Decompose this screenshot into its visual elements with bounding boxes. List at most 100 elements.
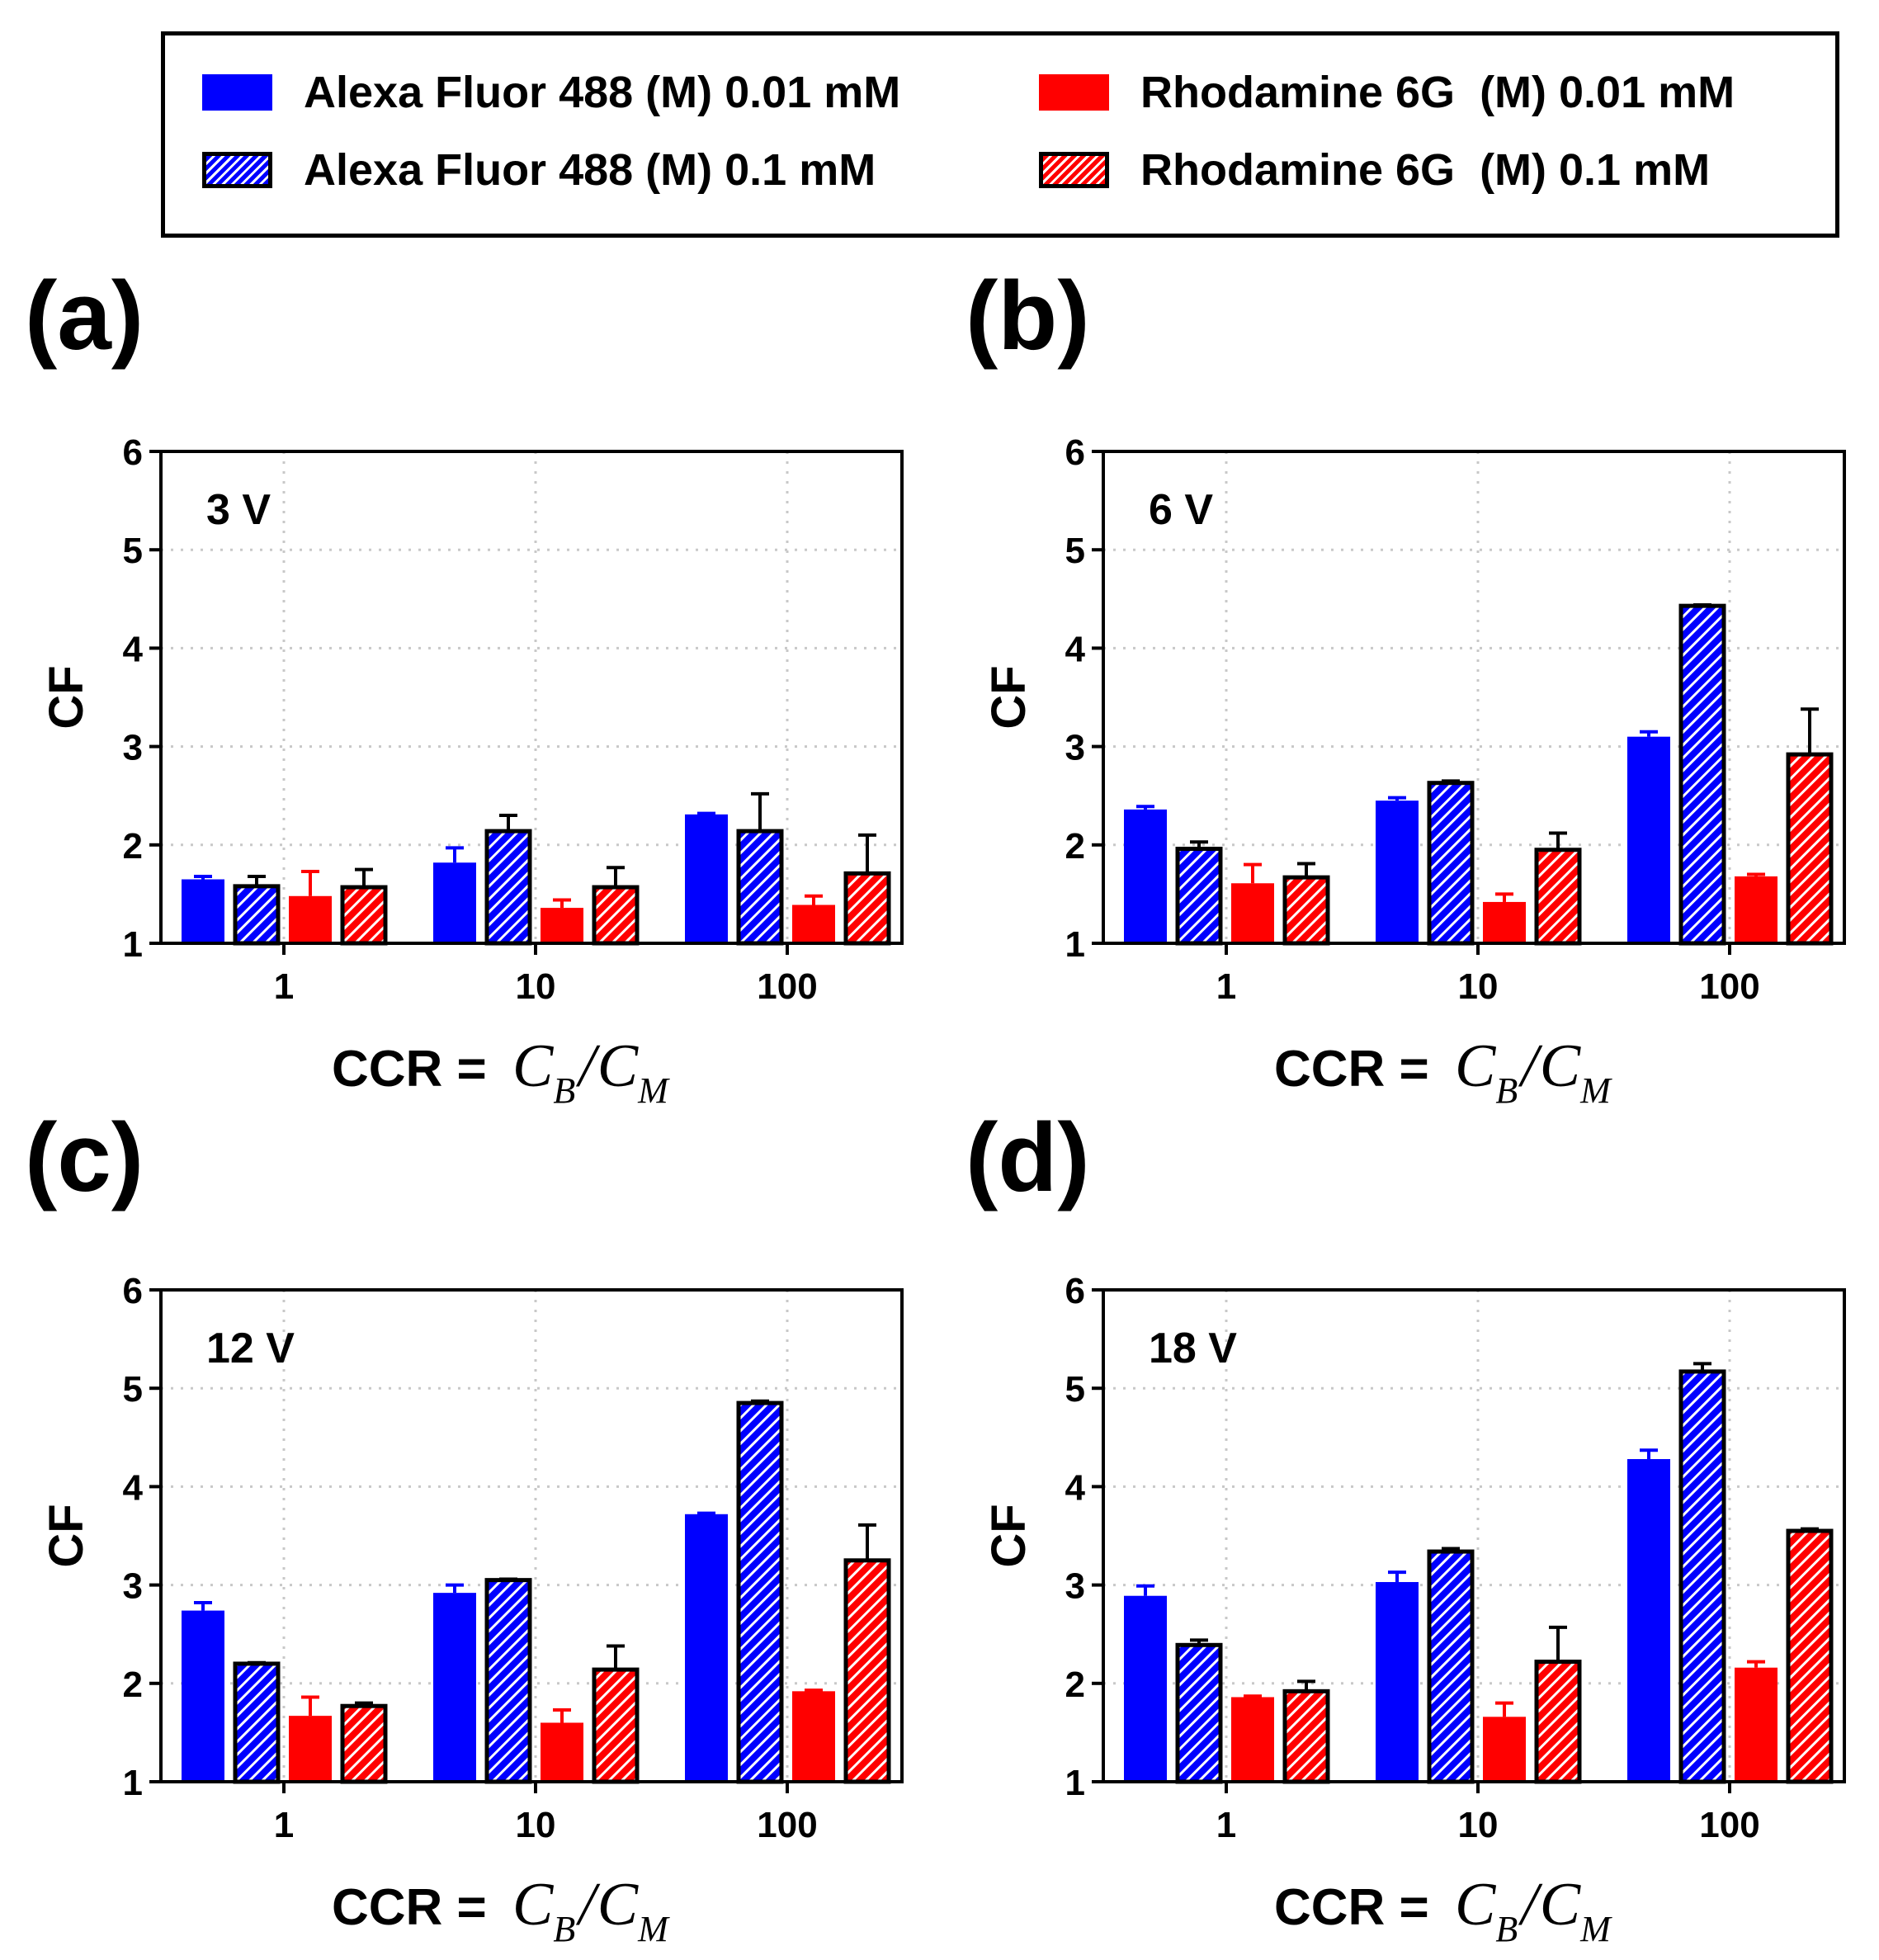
bar-alexa-001 xyxy=(182,879,224,943)
y-tick-label: 1 xyxy=(1065,1763,1085,1803)
x-label-numerator-subscript: B xyxy=(553,1909,575,1949)
bar-rhodamine-001 xyxy=(289,895,332,943)
chart-panel-b: 1 2 3 4 5 6 1 10 100 CF 6 V CCR = CB/CM xyxy=(982,432,1846,1111)
legend-label: Rhodamine 6G (M) 0.1 mM xyxy=(1140,145,1711,195)
y-tick-label: 5 xyxy=(1065,1369,1085,1410)
panel-letter-a: (a) xyxy=(25,262,144,371)
x-label-prefix: CCR = xyxy=(332,1879,501,1936)
x-label-numerator: C xyxy=(512,1032,555,1100)
y-tick-label: 4 xyxy=(1065,1467,1086,1508)
bar-alexa-01 xyxy=(1427,781,1475,946)
x-label-denominator-subscript: M xyxy=(1579,1070,1612,1111)
x-label-numerator: C xyxy=(1455,1871,1497,1939)
bar-rhodamine-001 xyxy=(1231,883,1274,943)
bar-alexa-001 xyxy=(433,862,476,943)
x-label-denominator: C xyxy=(597,1032,640,1100)
x-label-denominator-subscript: M xyxy=(637,1070,670,1111)
x-tick-label: 1 xyxy=(274,966,294,1007)
legend-item-rhodamine-001: Rhodamine 6G (M) 0.01 mM xyxy=(1039,67,1735,118)
bar-alexa-001 xyxy=(685,1514,728,1782)
bar-rhodamine-001 xyxy=(541,908,583,943)
y-axis-label: CF xyxy=(982,665,1036,729)
y-tick-label: 5 xyxy=(1065,531,1085,571)
x-tick-label: 100 xyxy=(1699,1805,1759,1845)
legend-swatch-red-hatched xyxy=(1039,152,1109,188)
bar-alexa-001 xyxy=(1124,809,1167,943)
y-axis-label: CF xyxy=(40,1504,93,1567)
x-label-numerator-subscript: B xyxy=(1495,1909,1518,1949)
y-tick-label: 6 xyxy=(123,1271,143,1311)
y-axis-label: CF xyxy=(982,1504,1036,1567)
bar-alexa-01 xyxy=(484,1578,532,1784)
x-tick-label: 1 xyxy=(274,1805,294,1845)
voltage-annotation: 12 V xyxy=(206,1325,295,1372)
y-tick-label: 1 xyxy=(1065,924,1085,965)
x-label-denominator: C xyxy=(597,1871,640,1939)
bar-rhodamine-001 xyxy=(1483,1717,1526,1782)
x-label-numerator: C xyxy=(1455,1032,1497,1100)
bar-rhodamine-01 xyxy=(843,871,891,946)
bar-rhodamine-001 xyxy=(1735,1667,1777,1782)
legend-swatch-blue-solid xyxy=(202,74,272,111)
x-axis-label: CCR = CB/CM xyxy=(1274,1032,1612,1111)
bar-alexa-01 xyxy=(484,829,532,946)
bar-rhodamine-001 xyxy=(1483,901,1526,943)
bar-rhodamine-01 xyxy=(1534,848,1582,946)
bar-rhodamine-01 xyxy=(340,1703,388,1784)
y-tick-label: 2 xyxy=(123,826,143,867)
y-tick-label: 3 xyxy=(123,1566,143,1607)
x-tick-label: 10 xyxy=(516,966,556,1007)
x-label-prefix: CCR = xyxy=(1274,1879,1443,1936)
y-tick-label: 6 xyxy=(123,432,143,473)
y-tick-label: 1 xyxy=(123,924,143,965)
x-label-prefix: CCR = xyxy=(332,1041,501,1098)
y-tick-label: 2 xyxy=(1065,1665,1085,1705)
chart-panel-a: 1 2 3 4 5 6 1 10 100 CF 3 V CCR = CB/CM xyxy=(40,432,904,1111)
legend-label: Alexa Fluor 488 (M) 0.1 mM xyxy=(304,145,876,195)
bar-rhodamine-01 xyxy=(592,1667,640,1784)
x-tick-label: 1 xyxy=(1216,966,1236,1007)
bar-rhodamine-01 xyxy=(592,885,640,946)
plot-frame xyxy=(1102,450,1846,945)
bar-alexa-001 xyxy=(433,1593,476,1782)
x-label-numerator-subscript: B xyxy=(1495,1070,1518,1111)
panel-letter-c: (c) xyxy=(25,1103,144,1212)
bar-rhodamine-001 xyxy=(792,1691,835,1782)
x-axis-label: CCR = CB/CM xyxy=(332,1871,670,1949)
x-label-denominator-subscript: M xyxy=(637,1909,670,1949)
y-tick-label: 6 xyxy=(1065,432,1085,473)
bar-rhodamine-01 xyxy=(1282,875,1330,946)
y-tick-label: 6 xyxy=(1065,1271,1085,1311)
bar-alexa-001 xyxy=(1376,1582,1419,1782)
bar-rhodamine-01 xyxy=(340,885,388,946)
voltage-annotation: 6 V xyxy=(1149,486,1213,534)
bar-alexa-01 xyxy=(1175,847,1223,946)
panel-letter-d: (d) xyxy=(965,1103,1090,1212)
bar-rhodamine-001 xyxy=(792,904,835,943)
legend-label: Rhodamine 6G (M) 0.01 mM xyxy=(1140,68,1735,117)
bar-rhodamine-001 xyxy=(1231,1697,1274,1782)
bar-alexa-001 xyxy=(1627,1459,1670,1782)
voltage-annotation: 3 V xyxy=(206,486,271,534)
x-label-prefix: CCR = xyxy=(1274,1041,1443,1098)
bar-rhodamine-001 xyxy=(1735,876,1777,943)
bar-alexa-01 xyxy=(1427,1549,1475,1784)
bar-alexa-01 xyxy=(233,1661,281,1784)
x-label-denominator-subscript: M xyxy=(1579,1909,1612,1949)
bar-alexa-001 xyxy=(1627,736,1670,943)
legend-swatch-blue-hatched xyxy=(202,152,272,188)
bar-rhodamine-01 xyxy=(1786,1528,1834,1784)
y-tick-label: 3 xyxy=(1065,1566,1085,1607)
x-axis-label: CCR = CB/CM xyxy=(332,1032,670,1111)
y-axis-label: CF xyxy=(40,665,93,729)
y-tick-label: 3 xyxy=(123,728,143,768)
y-tick-label: 3 xyxy=(1065,728,1085,768)
plot-frame xyxy=(159,1288,904,1783)
legend-box: Alexa Fluor 488 (M) 0.01 mM Alexa Fluor … xyxy=(161,31,1839,238)
legend-swatch-red-solid xyxy=(1039,74,1109,111)
legend-item-rhodamine-01: Rhodamine 6G (M) 0.1 mM xyxy=(1039,144,1710,196)
bar-alexa-01 xyxy=(736,1400,784,1784)
y-tick-label: 4 xyxy=(123,629,144,669)
x-label-denominator: C xyxy=(1540,1871,1582,1939)
x-tick-label: 10 xyxy=(1458,966,1499,1007)
